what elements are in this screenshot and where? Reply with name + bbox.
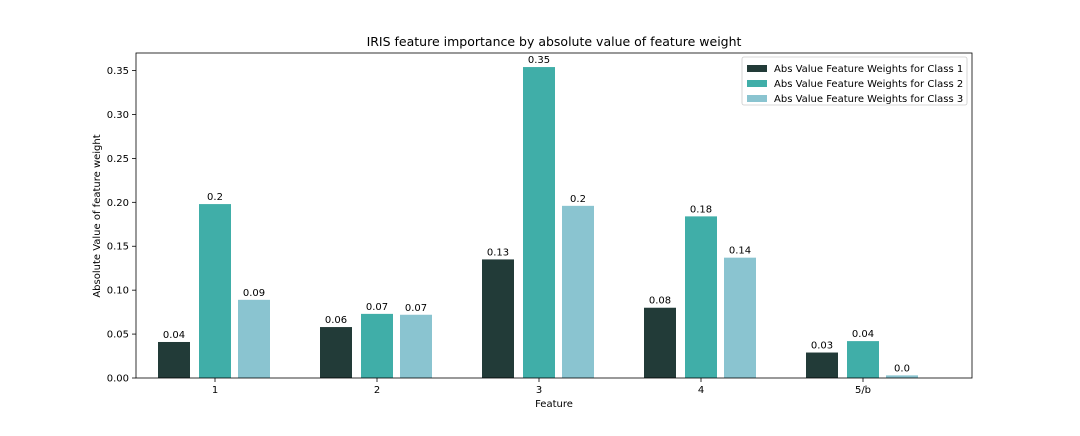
bar-class2-feature-1 (199, 204, 231, 378)
bar-value-label: 0.07 (366, 302, 388, 313)
bar-class2-feature-5 (847, 341, 879, 378)
bar-class1-feature-4 (644, 307, 676, 378)
y-tick-label: 0.15 (107, 242, 129, 253)
y-tick-label: 0.20 (107, 198, 129, 209)
bar-value-label: 0.06 (325, 315, 347, 326)
bar-class2-feature-2 (361, 313, 393, 378)
y-tick-label: 0.35 (107, 66, 129, 77)
bar-value-label: 0.09 (243, 288, 265, 299)
bar-value-label: 0.04 (163, 330, 185, 341)
bar-value-label: 0.13 (487, 247, 509, 258)
bar-class3-feature-3 (562, 205, 594, 378)
chart-title: IRIS feature importance by absolute valu… (367, 34, 742, 49)
bar-class1-feature-3 (482, 259, 514, 378)
plot-frame (135, 52, 973, 379)
bar-class3-feature-5 (886, 375, 918, 378)
bar-class1-feature-2 (320, 327, 352, 378)
bar-class2-feature-4 (685, 216, 717, 378)
x-tick-label: 2 (374, 385, 380, 396)
legend-entry-label: Abs Value Feature Weights for Class 3 (774, 94, 963, 105)
bar-value-label: 0.0 (894, 363, 910, 374)
bar-value-label: 0.35 (528, 55, 550, 66)
legend-swatch (747, 95, 767, 102)
y-axis-label: Absolute Value of feature weight (92, 134, 103, 297)
y-tick-label: 0.25 (107, 154, 129, 165)
bar-class3-feature-4 (724, 257, 756, 378)
y-tick-label: 0.05 (107, 330, 129, 341)
y-tick-label: 0.30 (107, 110, 129, 121)
bar-value-label: 0.04 (852, 329, 874, 340)
bar-value-label: 0.18 (690, 204, 712, 215)
x-tick-label: 3 (536, 385, 542, 396)
legend-swatch (747, 65, 767, 72)
bar-class3-feature-1 (238, 299, 270, 378)
bar-value-label: 0.07 (405, 303, 427, 314)
x-tick-label: 5/b (855, 385, 871, 396)
bar-class1-feature-5 (806, 352, 838, 378)
y-tick-label: 0.10 (107, 286, 129, 297)
x-tick-label: 4 (698, 385, 704, 396)
bar-value-label: 0.2 (570, 194, 586, 205)
y-tick-label: 0.00 (107, 374, 129, 385)
bar-class2-feature-3 (523, 67, 555, 379)
bar-value-label: 0.14 (729, 246, 751, 257)
bar-value-label: 0.2 (207, 192, 223, 203)
bar-value-label: 0.03 (811, 341, 833, 352)
legend-entry-label: Abs Value Feature Weights for Class 2 (774, 79, 963, 90)
plot-area: 0.040.060.130.080.030.20.070.350.180.040… (107, 52, 973, 396)
x-tick-label: 1 (212, 385, 218, 396)
legend-swatch (747, 80, 767, 87)
x-axis-label: Feature (535, 399, 573, 410)
legend: Abs Value Feature Weights for Class 1 Abs… (741, 56, 968, 106)
bar-class3-feature-2 (400, 314, 432, 378)
legend-box (741, 56, 968, 106)
legend-entry-label: Abs Value Feature Weights for Class 1 (774, 64, 963, 75)
bar-value-label: 0.08 (649, 296, 671, 307)
bar-class1-feature-1 (158, 341, 190, 378)
